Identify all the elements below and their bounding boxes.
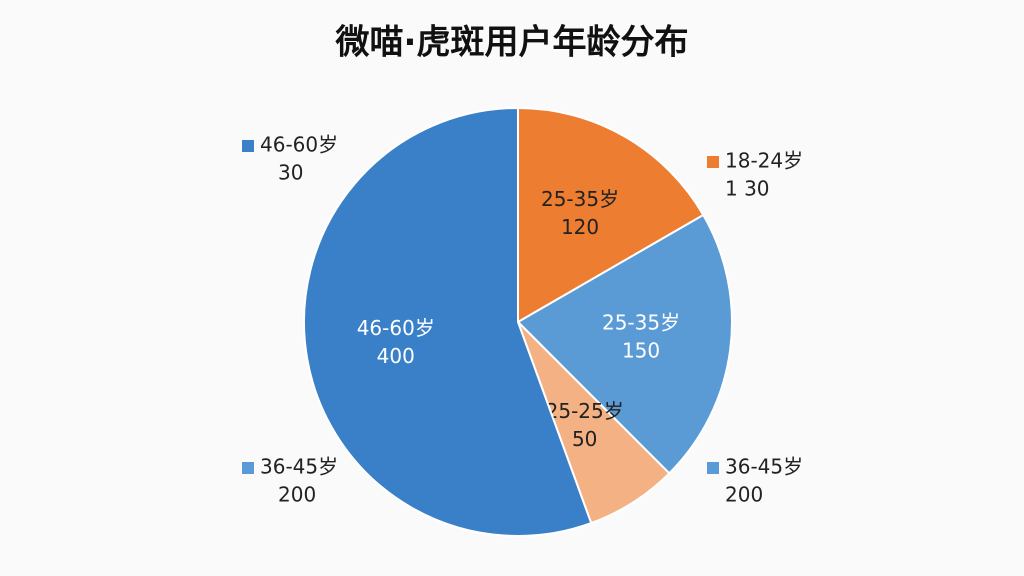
legend-value: 1 30 bbox=[725, 177, 770, 201]
slice-label: 25-35岁 bbox=[541, 187, 619, 211]
chart-title: 微喵·虎斑用户年龄分布 bbox=[335, 23, 689, 63]
legend-marker bbox=[707, 156, 719, 168]
pie-slice bbox=[517, 106, 705, 324]
slice-value: 120 bbox=[561, 215, 599, 239]
slice-value: 400 bbox=[377, 344, 415, 368]
slice-label: 25-25岁 bbox=[546, 399, 624, 423]
slice-label: 25-35岁 bbox=[602, 311, 680, 335]
pie-slice bbox=[303, 106, 593, 537]
legend-marker bbox=[242, 140, 254, 152]
legend-marker bbox=[242, 462, 254, 474]
pie-slice bbox=[516, 213, 733, 475]
legend-value: 200 bbox=[278, 483, 316, 507]
legend-value: 30 bbox=[278, 161, 303, 185]
slice-label: 46-60岁 bbox=[357, 316, 435, 340]
legend-value: 200 bbox=[725, 483, 763, 507]
slice-value: 50 bbox=[572, 427, 597, 451]
slice-value: 150 bbox=[622, 339, 660, 363]
legend-label: 46-60岁 bbox=[260, 133, 338, 157]
legend-marker bbox=[707, 462, 719, 474]
legend-label: 18-24岁 bbox=[725, 149, 803, 173]
legend-label: 36-45岁 bbox=[260, 455, 338, 479]
legend-label: 36-45岁 bbox=[725, 455, 803, 479]
